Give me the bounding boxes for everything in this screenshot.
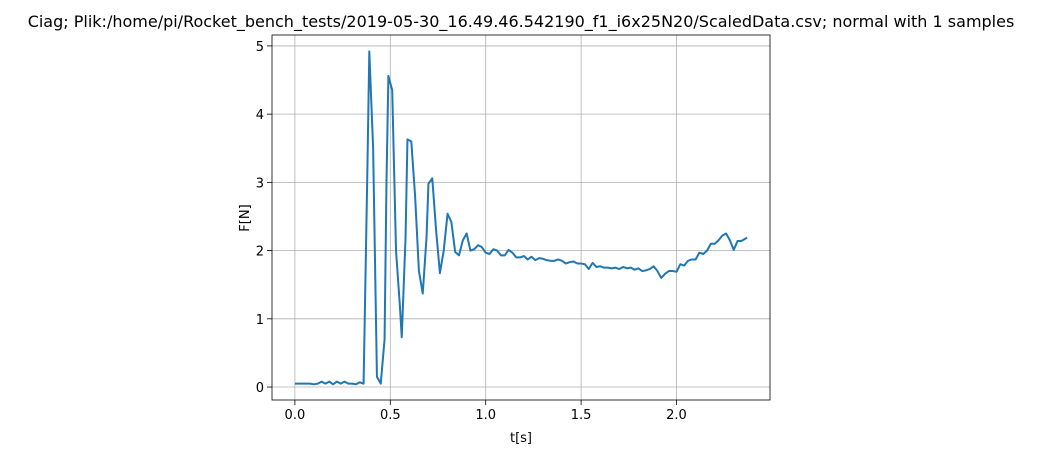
data-line: [294, 50, 748, 386]
chart-title: Ciag; Plik:/home/pi/Rocket_bench_tests/2…: [28, 12, 1015, 32]
y-tick-label: 5: [256, 40, 264, 55]
y-tick-label: 1: [256, 313, 264, 328]
x-tick-label: 1.0: [475, 408, 496, 423]
x-tick-label: 0.0: [285, 408, 306, 423]
x-axis-label: t[s]: [510, 431, 532, 446]
y-axis-label: F[N]: [238, 204, 253, 231]
y-tick-label: 3: [256, 176, 264, 191]
y-tick-label: 2: [256, 245, 264, 260]
x-tick-label: 2.0: [666, 408, 687, 423]
y-tick-label: 4: [256, 108, 264, 123]
plot-frame: [271, 34, 771, 401]
x-tick-label: 1.5: [571, 408, 592, 423]
y-tick-label: 0: [256, 381, 264, 396]
x-tick-label: 0.5: [380, 408, 401, 423]
